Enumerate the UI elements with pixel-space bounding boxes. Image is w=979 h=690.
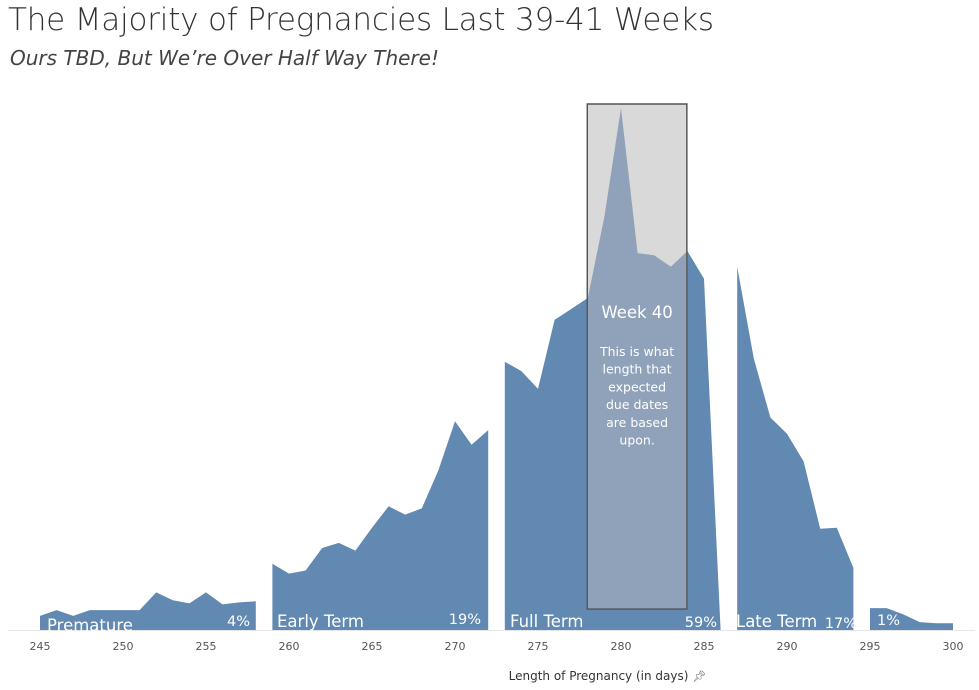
x-tick-label: 290 [777, 640, 798, 653]
area-segment-0 [40, 592, 256, 630]
segment-name-label: Late Term [736, 612, 817, 631]
area-segment-4 [870, 608, 953, 630]
chart-subtitle: Ours TBD, But We’re Over Half Way There! [10, 46, 439, 70]
week-40-annotation: Week 40 This is what length that expected d… [599, 303, 674, 448]
x-axis-title: Length of Pregnancy (in days) 📌︎ [0, 669, 979, 683]
segment-percent-label: 4% [227, 614, 250, 630]
area-segment-highlighted [587, 108, 687, 609]
segment-percent-label: 59% [685, 615, 717, 631]
area-segment-3 [737, 266, 854, 630]
annotation-text-line: are based [606, 415, 668, 430]
segment-percent-label: 19% [449, 612, 481, 628]
segment-labels: Premature 4% Early Term 19% Full Term 59% Late… [47, 612, 900, 635]
x-tick-label: 265 [362, 640, 383, 653]
area-segment-1 [272, 421, 489, 630]
x-tick-label: 255 [196, 640, 217, 653]
x-tick-label: 280 [611, 640, 632, 653]
annotation-text-line: length that [602, 362, 671, 377]
x-tick-label: 270 [445, 640, 466, 653]
pin-icon[interactable]: 📌︎ [692, 670, 707, 683]
x-tick-label: 300 [943, 640, 964, 653]
segment-percent-label: 17% [825, 616, 857, 632]
x-tick-label: 285 [694, 640, 715, 653]
annotation-text-line: This is what [599, 344, 674, 359]
annotation-text-line: due dates [606, 397, 668, 412]
chart-title: The Majority of Pregnancies Last 39-41 W… [8, 2, 714, 38]
x-axis-label: Length of Pregnancy (in days) [508, 669, 689, 683]
week-40-overlap-group [586, 103, 688, 610]
x-tick-label: 245 [30, 640, 51, 653]
segment-percent-label: 1% [877, 613, 900, 629]
x-tick-label: 260 [279, 640, 300, 653]
segment-name-label: Early Term [277, 612, 364, 631]
x-tick-label: 275 [528, 640, 549, 653]
annotation-text-line: upon. [619, 433, 654, 448]
area-series-group [40, 108, 953, 630]
segment-name-label: Premature [47, 616, 133, 635]
annotation-title: Week 40 [601, 303, 672, 322]
segment-name-label: Full Term [510, 612, 583, 631]
annotation-text-line: expected [608, 379, 666, 394]
x-tick-label: 295 [860, 640, 881, 653]
x-tick-label: 250 [113, 640, 134, 653]
x-axis-ticks: 245 250 255 260 265 270 275 280 285 290 295 300 [30, 640, 964, 653]
